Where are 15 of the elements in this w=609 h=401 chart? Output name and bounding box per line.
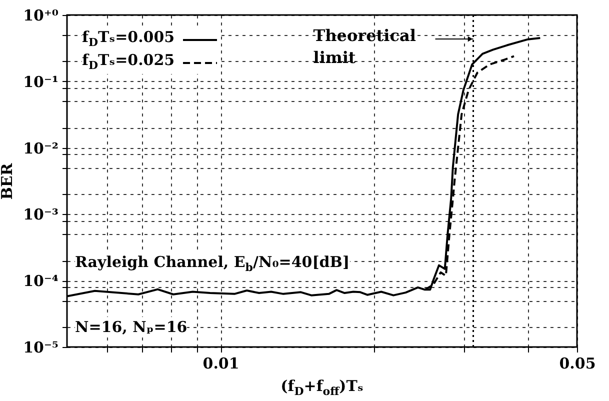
- legend-label: f$_{D}$Tₛ=0.005: [82, 28, 175, 48]
- y-tick-label: 10⁻³: [23, 206, 58, 224]
- x-tick-label: 0.05: [559, 354, 596, 372]
- annotation: Rayleigh Channel, E$_{b}$/N₀=40[dB]: [75, 252, 350, 278]
- ref-line-label: Theoretical limit: [313, 26, 416, 67]
- annotation: N=16, Nₚ=16: [75, 317, 188, 337]
- y-tick-label: 10⁻¹: [23, 72, 58, 91]
- legend-label: f$_{D}$Tₛ=0.025: [82, 50, 175, 74]
- y-tick-label: 10⁻⁵: [23, 338, 58, 356]
- y-axis-title: BER: [0, 162, 16, 200]
- y-tick-label: 10⁻⁴: [23, 272, 59, 290]
- x-axis-title: (f$_{D}$+f$_{off}$)Tₛ: [67, 376, 577, 401]
- y-tick-label: 10⁻²: [23, 139, 58, 158]
- y-tick-label: 10⁺⁰: [23, 6, 59, 24]
- x-tick-label: 0.01: [202, 354, 240, 372]
